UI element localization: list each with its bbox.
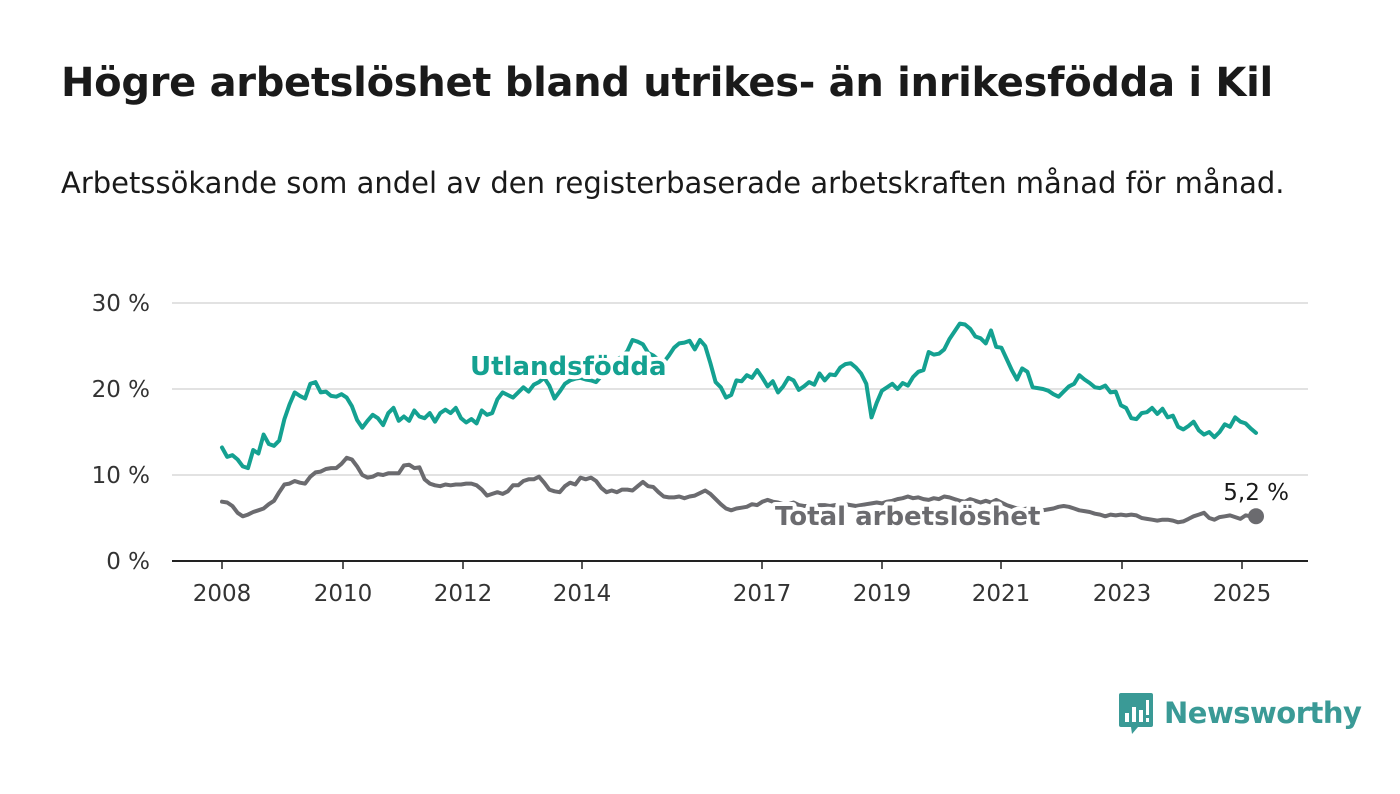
chart-subtitle: Arbetssökande som andel av den registerb… <box>61 166 1285 200</box>
x-tick-label: 2010 <box>314 581 373 607</box>
brand-name: Newsworthy <box>1164 696 1362 730</box>
x-tick-label: 2008 <box>193 581 252 607</box>
series-line-0 <box>220 321 1258 471</box>
series-label-1: Total arbetslöshet <box>775 502 1040 532</box>
y-tick-label: 30 % <box>92 291 150 317</box>
x-tick-label: 2023 <box>1093 581 1152 607</box>
newsworthy-logo-icon <box>1119 693 1153 734</box>
y-tick-label: 0 % <box>106 549 150 575</box>
x-axis: 2008 2010 2012 2014 2017 2019 2021 2023 2025 <box>172 560 1308 607</box>
end-value-label: 5,2 % <box>1223 480 1289 506</box>
chart-title: Högre arbetslöshet bland utrikes- än inr… <box>61 60 1273 106</box>
series-lines <box>220 321 1258 525</box>
series-labels: Utlandsfödda Total arbetslöshet <box>466 348 1044 536</box>
line-chart: 0 % 10 % 20 % 30 % 2008 2010 2012 2014 2017 2019… <box>92 291 1308 607</box>
end-marker: 5,2 % <box>1223 480 1289 525</box>
x-tick-label: 2021 <box>972 581 1031 607</box>
series-label-0: Utlandsfödda <box>470 352 667 382</box>
x-tick-label: 2014 <box>553 581 612 607</box>
x-tick-label: 2025 <box>1213 581 1272 607</box>
x-tick-label: 2017 <box>733 581 792 607</box>
newsworthy-logo: Newsworthy <box>1118 690 1362 736</box>
y-axis: 0 % 10 % 20 % 30 % <box>92 291 150 575</box>
gridlines <box>172 302 1308 476</box>
series-line-1 <box>220 455 1258 525</box>
x-tick-label: 2019 <box>853 581 912 607</box>
x-tick-label: 2012 <box>434 581 493 607</box>
y-tick-label: 10 % <box>92 463 150 489</box>
y-tick-label: 20 % <box>92 377 150 403</box>
end-point <box>1248 508 1264 525</box>
